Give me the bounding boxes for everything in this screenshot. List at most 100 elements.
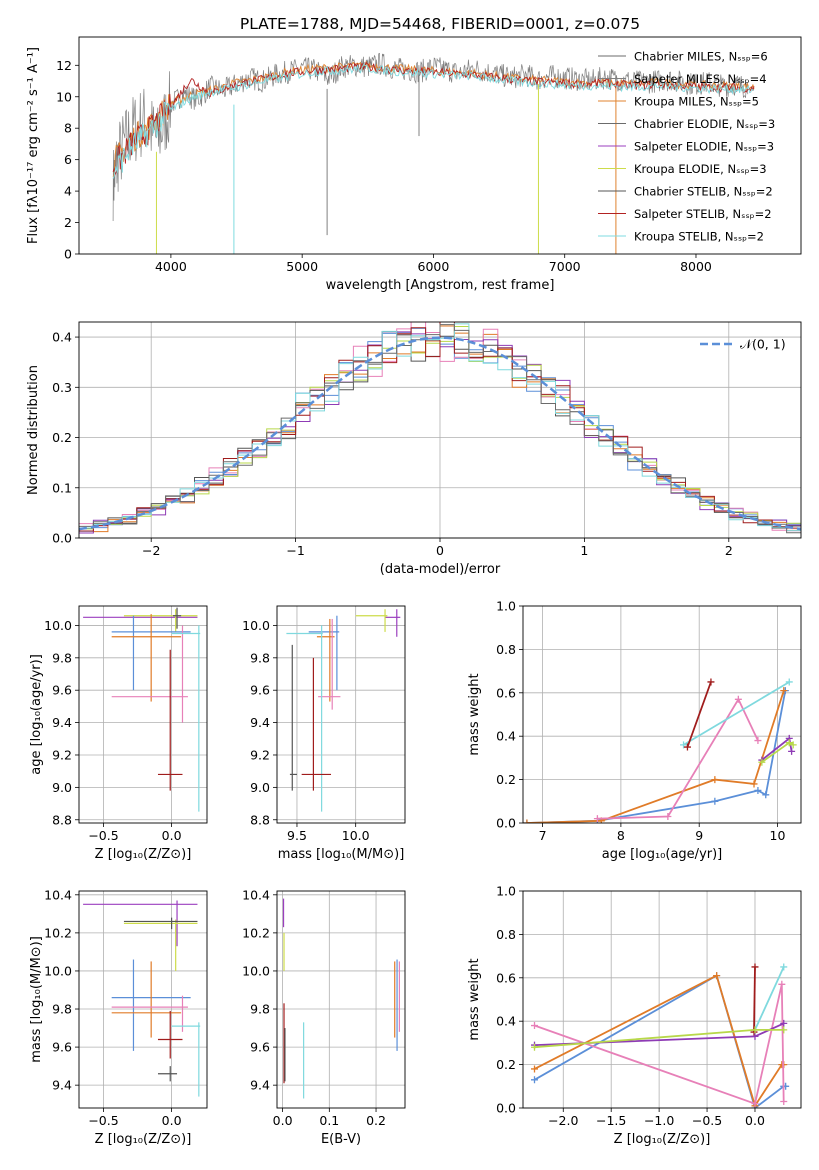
errorbar-point	[123, 917, 198, 930]
x-tick-label: 7	[539, 828, 547, 843]
y-tick-label: 9.8	[52, 1002, 72, 1017]
y-tick-label: 10.0	[44, 963, 72, 978]
y-tick-label: 12	[56, 58, 72, 73]
x-axis-label: (data-model)/error	[380, 562, 501, 577]
weight-marker	[750, 780, 758, 788]
y-tick-label: 0.4	[52, 330, 72, 345]
y-tick-label: 9.4	[52, 715, 72, 730]
weight-marker	[780, 687, 788, 695]
y-tick-label: 10.2	[242, 925, 270, 940]
weight-marker	[531, 1076, 539, 1084]
y-tick-label: 0.0	[496, 1101, 516, 1116]
weight-marker	[788, 747, 796, 755]
y-tick-label: 9.0	[52, 780, 72, 795]
x-axis-label: Z [log₁₀(Z/Z⊙)]	[614, 1132, 711, 1147]
weight-line	[534, 984, 785, 1105]
weight-marker	[754, 737, 762, 745]
x-tick-label: 0.2	[366, 1113, 386, 1128]
y-tick-label: 0.0	[52, 531, 72, 546]
legend-label: Chabrier STELIB, Nₛₛₚ=2	[634, 185, 773, 199]
y-tick-label: 9.2	[250, 747, 270, 762]
x-tick-label: 1	[580, 543, 588, 558]
weight-marker	[780, 963, 788, 971]
weight-line	[754, 966, 785, 1031]
weight-marker	[523, 819, 531, 823]
errorbar-point	[171, 625, 201, 812]
plot-area	[112, 52, 755, 254]
x-tick-label: −0.5	[88, 1113, 118, 1128]
weight-marker	[780, 1097, 788, 1105]
y-tick-label: 0.2	[496, 1057, 516, 1072]
legend-label: Chabrier ELODIE, Nₛₛₚ=3	[634, 117, 775, 131]
y-axis-label: mass weight	[467, 958, 482, 1040]
y-axis-label: Flux [fλ10⁻¹⁷ erg cm⁻² s⁻¹ A⁻¹]	[26, 47, 41, 244]
x-tick-label: 2	[725, 543, 733, 558]
figure-title: PLATE=1788, MJD=54468, FIBERID=0001, z=0…	[240, 15, 640, 33]
mass-vs-ebv-axes: 0.0 0.1 0.2 9.4 9.6 9.8 10.0 10.2 10.4 E(B-V)	[242, 887, 406, 1147]
y-tick-label: 10.4	[44, 887, 72, 902]
y-tick-label: 8.8	[52, 812, 72, 827]
weight-marker	[754, 786, 762, 794]
legend-label: Kroupa ELODIE, Nₛₛₚ=3	[634, 162, 767, 176]
x-axis-label: Z [log₁₀(Z/Z⊙)]	[95, 847, 192, 862]
weight-marker	[734, 695, 742, 703]
x-tick-label: −1.5	[596, 1113, 626, 1128]
x-tick-label: 0.0	[745, 1113, 765, 1128]
axes-frame	[78, 605, 208, 824]
y-tick-label: 0.4	[496, 729, 516, 744]
weight-marker	[785, 678, 793, 686]
weight-line	[526, 690, 787, 823]
y-tick-label: 9.2	[52, 747, 72, 762]
legend-label: Kroupa STELIB, Nₛₛₚ=2	[634, 230, 764, 244]
x-tick-label: 9	[695, 828, 703, 843]
errorbar-point	[111, 961, 182, 1038]
y-tick-label: 9.4	[52, 1078, 72, 1093]
weight-line	[534, 974, 786, 1108]
mass-vs-metallicity-axes: −0.5 0.0 9.4 9.6 9.8 10.0 10.2 10.4 Z [log₁₀(Z/Z…	[29, 887, 208, 1147]
weight-marker	[780, 1026, 788, 1034]
x-tick-label: 8000	[680, 259, 712, 274]
age-vs-mass-axes: 9.5 10.0 8.8 9.0 9.2 9.4 9.6 9.8 10.0 mass [log₁₀…	[242, 605, 406, 862]
plot-area	[286, 609, 401, 812]
y-tick-label: 0.6	[496, 685, 516, 700]
histogram-legend: 𝒩(0, 1)	[700, 337, 786, 352]
weight-marker	[785, 739, 793, 747]
spectrum-legend: Chabrier MILES, Nₛₛₚ=6 Salpeter MILES, Nₛ…	[598, 50, 775, 244]
weight-marker	[762, 791, 770, 799]
y-tick-label: 9.8	[250, 1002, 270, 1017]
x-tick-label: 9.5	[287, 828, 307, 843]
weight-marker	[758, 758, 766, 766]
y-tick-label: 2	[64, 215, 72, 230]
y-tick-label: 8	[64, 121, 72, 136]
y-tick-label: 10.2	[44, 925, 72, 940]
massweight-vs-age-axes: 7 8 9 10 0.0 0.2 0.4 0.6 0.8 1.0 age [log₁₀(age/yr…	[467, 599, 802, 862]
x-tick-label: 10.0	[342, 828, 370, 843]
y-tick-label: 9.4	[250, 1078, 270, 1093]
x-tick-label: 0.0	[162, 828, 182, 843]
y-axis-label: mass weight	[467, 673, 482, 755]
y-tick-label: 4	[64, 184, 72, 199]
residual-histogram-axes: −2 −1 0 1 2 0.0 0.1 0.2 0.3 0.4 (data-model)/error…	[26, 321, 802, 577]
y-tick-label: 0.8	[496, 927, 516, 942]
y-tick-label: 10	[56, 89, 72, 104]
x-tick-label: 4000	[155, 259, 187, 274]
plot-area	[531, 963, 790, 1108]
errorbar-point	[123, 609, 198, 632]
errorbar-point	[308, 615, 340, 691]
y-tick-label: 10.0	[44, 618, 72, 633]
y-tick-label: 0.2	[496, 772, 516, 787]
y-tick-label: 9.8	[52, 650, 72, 665]
weight-marker	[593, 815, 601, 823]
errorbar-point	[157, 649, 183, 791]
errorbar-point	[157, 1066, 178, 1082]
weight-marker	[531, 1043, 539, 1051]
x-tick-label: 10	[770, 828, 786, 843]
errorbar-point	[385, 609, 401, 637]
axes-frame	[276, 890, 406, 1109]
axes-frame	[78, 890, 208, 1109]
x-tick-label: 0.0	[273, 1113, 293, 1128]
weight-marker	[751, 1026, 759, 1034]
weight-marker	[711, 797, 719, 805]
weight-marker	[713, 972, 721, 980]
